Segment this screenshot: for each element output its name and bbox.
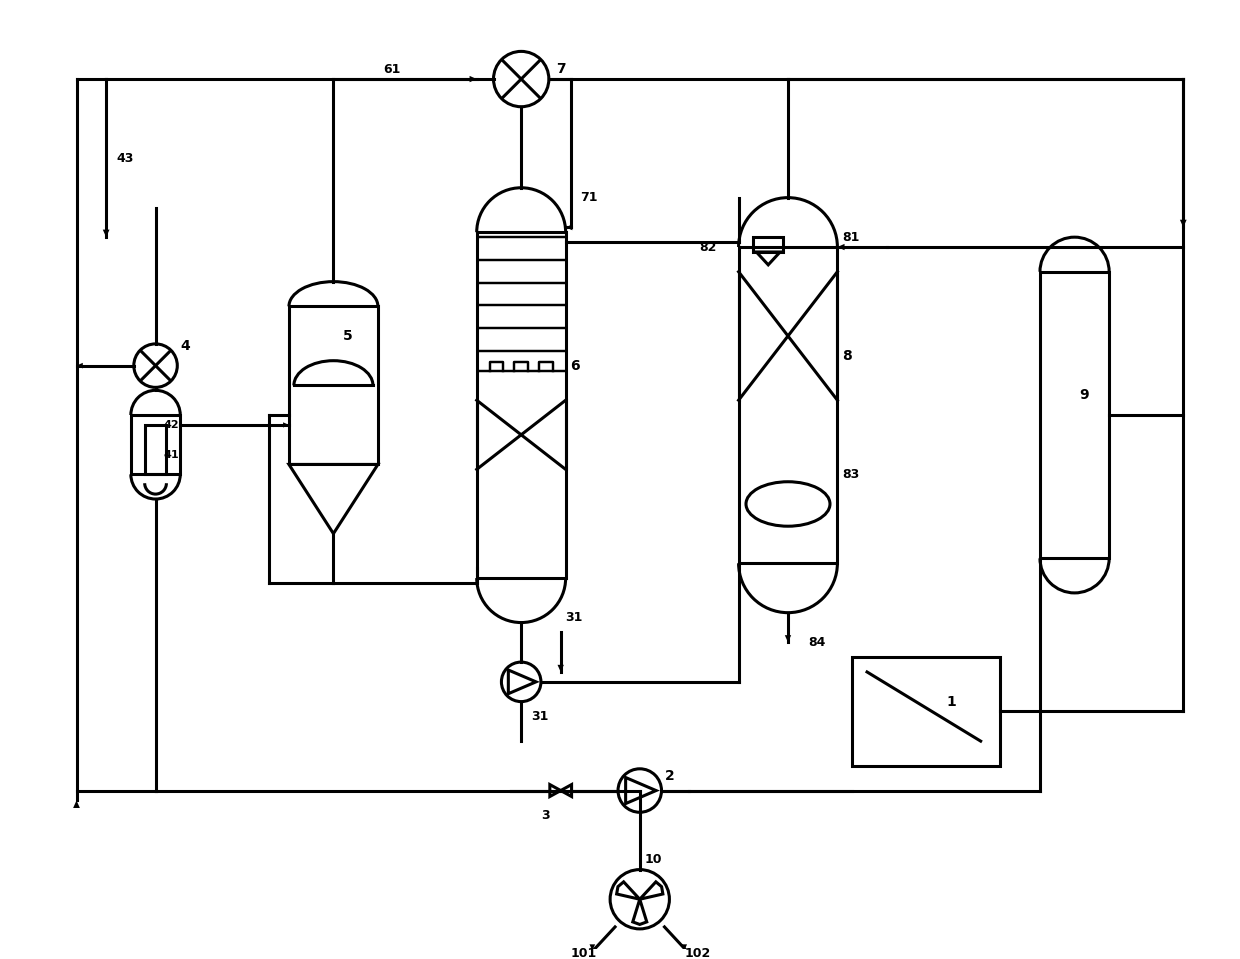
Polygon shape	[283, 422, 289, 428]
Text: 5: 5	[343, 329, 353, 343]
Polygon shape	[837, 244, 844, 250]
Polygon shape	[1180, 220, 1187, 227]
Bar	[1040, 271, 1109, 558]
Text: 102: 102	[684, 947, 711, 959]
Text: 61: 61	[383, 62, 401, 76]
Text: 42: 42	[164, 420, 179, 430]
Polygon shape	[785, 635, 791, 643]
Polygon shape	[682, 945, 687, 950]
Text: 1: 1	[946, 694, 956, 709]
Text: 3: 3	[541, 808, 549, 822]
Text: 71: 71	[580, 191, 598, 204]
Text: 83: 83	[842, 468, 859, 480]
Text: 7: 7	[556, 62, 565, 76]
Text: 84: 84	[807, 636, 825, 649]
Polygon shape	[558, 665, 564, 672]
Text: 2: 2	[665, 769, 675, 783]
Polygon shape	[77, 363, 83, 368]
Text: 82: 82	[699, 241, 717, 253]
Text: 41: 41	[164, 450, 179, 459]
Bar	[739, 247, 837, 563]
Bar	[145, 425, 166, 475]
Text: 43: 43	[117, 152, 134, 165]
Bar	[852, 657, 1001, 766]
Polygon shape	[73, 801, 79, 808]
Text: 31: 31	[531, 710, 548, 723]
Text: 4: 4	[180, 339, 190, 353]
Bar	[289, 306, 378, 464]
Text: 101: 101	[570, 947, 596, 959]
Polygon shape	[103, 229, 109, 237]
Text: 6: 6	[570, 359, 580, 373]
Polygon shape	[470, 76, 476, 82]
Text: 8: 8	[842, 349, 852, 363]
Bar	[754, 237, 782, 252]
Bar	[476, 232, 565, 578]
Text: 81: 81	[842, 231, 859, 244]
Text: 10: 10	[645, 854, 662, 866]
Text: 31: 31	[565, 611, 583, 624]
Text: 9: 9	[1080, 388, 1089, 402]
Bar	[131, 415, 180, 475]
Polygon shape	[589, 945, 595, 950]
Polygon shape	[565, 224, 573, 230]
